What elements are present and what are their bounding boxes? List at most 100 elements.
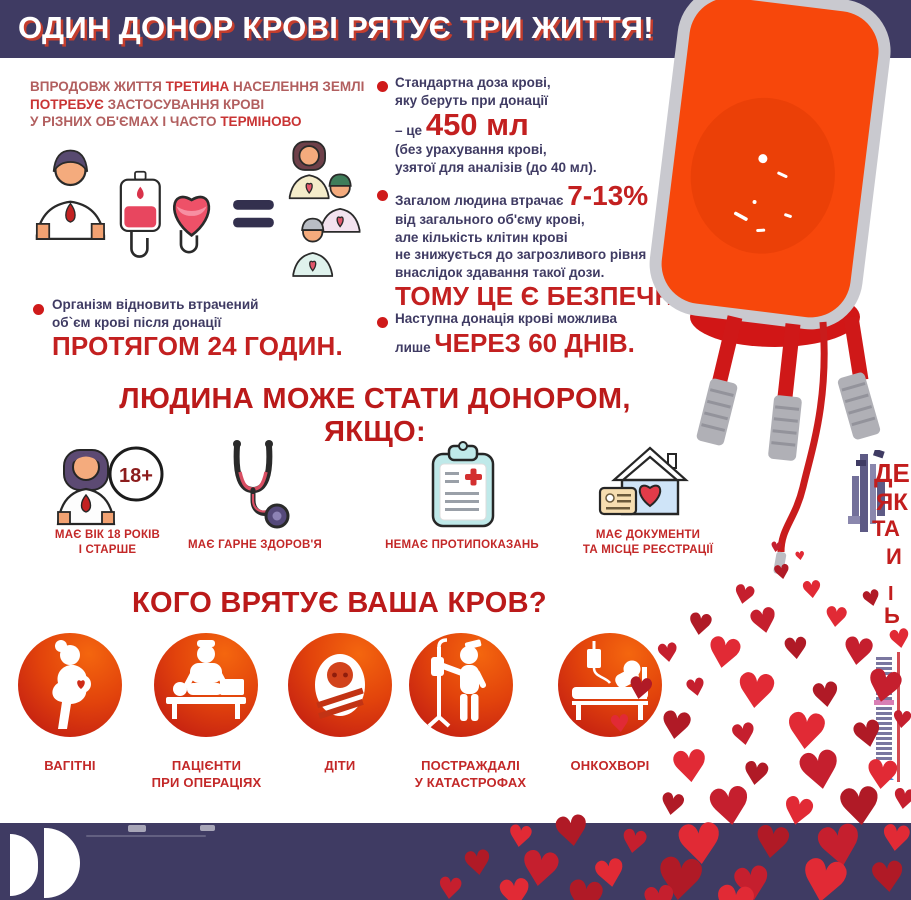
fact-highlight: ЧЕРЕЗ 60 ДНІВ	[434, 327, 628, 358]
fact-dose: Стандартна доза крові, яку беруть при до…	[395, 74, 597, 176]
glitch-line-artifact	[897, 652, 900, 782]
glitch-text-fragment: Ь	[884, 603, 900, 628]
badge-18plus: 18+	[119, 465, 153, 487]
fact-line: не знижується до загрозливого рівня	[395, 247, 647, 262]
recipient-person	[288, 140, 330, 200]
glitch-text-fragment: ТА	[872, 516, 900, 541]
fact-prefix: – це	[395, 123, 426, 138]
heart-icon: ♥	[727, 715, 761, 756]
who-saves-heading: КОГО ВРЯТУЄ ВАША КРОВ?	[132, 587, 547, 619]
intro-bold: ПОТРЕБУЄ	[30, 96, 104, 112]
fact-line: Наступна донація крові можлива	[395, 311, 617, 326]
baby-icon	[288, 633, 392, 737]
heart-icon: ♥	[889, 781, 911, 818]
intro-bold: ТЕРМІНОВО	[220, 114, 302, 129]
fact-recovery: Організм відновить втрачений об`єм крові…	[52, 296, 343, 361]
heart-icon: ♥	[838, 627, 878, 677]
caption-line: МАЄ ВІК 18 РОКІВ	[54, 529, 161, 541]
glitch-text-fragment: И	[886, 544, 902, 569]
fact-line: внаслідок здавання такої дози.	[395, 264, 605, 280]
glitch-text-fragment: ДЕ	[874, 458, 910, 488]
heart-icon: ♥	[701, 626, 747, 681]
heading-line: ЯКЩО:	[324, 416, 426, 448]
fact-prefix: лише	[395, 339, 435, 355]
heart-icon: ♥	[885, 623, 911, 657]
intro-segment: У РІЗНИХ ОБ'ЄМАХ І ЧАСТО	[30, 114, 221, 129]
fact-line: Організм відновить втрачений	[52, 297, 259, 312]
heart-icon: ♥	[889, 704, 911, 736]
heading-line: ЛЮДИНА МОЖЕ СТАТИ ДОНОРОМ,	[119, 383, 631, 415]
heart-icon: ♥	[739, 753, 773, 795]
clipboard-medical-icon	[431, 441, 495, 528]
donor-criteria-heading: ЛЮДИНА МОЖЕ СТАТИ ДОНОРОМ, ЯКЩО:	[40, 383, 710, 449]
caption-line: ОНКОХВОРІ	[570, 758, 650, 773]
intro-segment: ЗАСТОСУВАННЯ КРОВІ	[103, 96, 265, 112]
caption-line: ПОСТРАЖДАЛІ	[421, 758, 520, 773]
fact-loss: Загалом людина втрачає 7-13% від загальн…	[395, 180, 703, 312]
caption-line: ПАЦІЄНТИ	[171, 758, 242, 773]
criterion-caption: МАЄ ГАРНЕ ЗДОРОВ'Я	[165, 538, 345, 553]
criterion-caption: МАЄ ВІК 18 РОКІВ І СТАРШЕ	[40, 528, 175, 558]
heart-icon	[638, 484, 662, 508]
fact-line: (без урахування крові,	[395, 142, 547, 157]
recipient-caption: ПАЦІЄНТИ ПРИ ОПЕРАЦІЯХ	[134, 757, 279, 791]
caption-line: МАЄ ДОКУМЕНТИ	[595, 529, 701, 541]
heart-icon: ♥	[781, 701, 831, 763]
intro-text: ВПРОДОВЖ ЖИТТЯ ТРЕТИНА НАСЕЛЕННЯ ЗЕМЛІ П…	[30, 78, 375, 131]
banner-artifact	[128, 825, 146, 832]
fact-line: Стандартна доза крові,	[395, 75, 551, 90]
heart-icon: ♥	[821, 599, 851, 636]
fact-line: але кількість клітин крові	[395, 229, 568, 245]
recipient-caption: ОНКОХВОРІ	[545, 757, 675, 774]
bottom-banner	[0, 823, 911, 900]
tube-clamp	[696, 378, 738, 446]
fact-highlight: 7-13%	[567, 180, 649, 211]
caption-line: НЕМАЄ ПРОТИПОКАЗАНЬ	[385, 539, 539, 551]
fact-line: яку беруть при донації	[395, 92, 548, 108]
recipient-person	[319, 173, 361, 233]
heart-icon: ♥	[859, 584, 885, 615]
caption-line: І СТАРШЕ	[78, 544, 137, 556]
glitch-pixel-artifact	[848, 450, 885, 532]
glitch-triangle-artifact	[878, 766, 894, 780]
heart-icon: ♥	[655, 785, 689, 826]
glitch-text-fragment: І	[888, 583, 894, 605]
fact-line: узятої для аналізів (до 40 мл).	[395, 159, 597, 175]
heart-icon: ♥	[744, 599, 784, 645]
caption-line: ПРИ ОПЕРАЦІЯХ	[151, 775, 262, 790]
heart-icon: ♥	[684, 606, 716, 645]
equals-sign	[233, 200, 274, 210]
glitch-stripe-artifact	[874, 700, 894, 705]
recipient-caption: ВАГІТНІ	[10, 757, 130, 774]
mini-blood-bag-icon	[119, 170, 161, 233]
fact-highlight: 450 мл	[425, 107, 529, 142]
recipient-caption: ПОСТРАЖДАЛІ У КАТАСТРОФАХ	[388, 757, 553, 791]
person-18plus-icon: 18+	[56, 446, 164, 526]
heart-icon: ♥	[731, 661, 781, 723]
caption-line: У КАТАСТРОФАХ	[414, 775, 527, 790]
recipient-caption: ДІТИ	[300, 757, 380, 774]
banner-artifact	[86, 835, 206, 837]
glitch-stripe-artifact	[876, 657, 892, 761]
fact-highlight: ТОМУ ЦЕ Є БЕЗПЕЧНО!	[395, 281, 703, 311]
fact-suffix: .	[627, 327, 635, 358]
caption-line: ВАГІТНІ	[44, 758, 96, 773]
criterion-caption: НЕМАЄ ПРОТИПОКАЗАНЬ	[372, 538, 552, 553]
fact-line: від загального об'єму крові,	[395, 212, 585, 227]
intro-segment: НАСЕЛЕННЯ ЗЕМЛІ	[229, 79, 365, 94]
glitch-text-fragment: ЯК	[876, 489, 908, 516]
fact-next-donation: Наступна донація крові можлива лише ЧЕРЕ…	[395, 310, 635, 358]
recipient-person	[292, 217, 334, 277]
intro-segment: ВПРОДОВЖ ЖИТТЯ	[30, 79, 166, 94]
caption-line: МАЄ ГАРНЕ ЗДОРОВ'Я	[188, 539, 322, 551]
criterion-caption: МАЄ ДОКУМЕНТИ ТА МІСЦЕ РЕЄСТРАЦІЇ	[563, 528, 733, 558]
caption-line: ДІТИ	[324, 758, 356, 773]
heart-icon: ♥	[781, 630, 811, 669]
heart-icon: ♥	[808, 674, 844, 718]
bullet-dot	[377, 190, 388, 201]
fact-highlight: ПРОТЯГОМ 24 ГОДИН.	[52, 331, 343, 361]
disaster-victim-icon	[409, 633, 513, 737]
bullet-dot	[377, 81, 388, 92]
fact-line: об`єм крові після донації	[52, 314, 222, 330]
